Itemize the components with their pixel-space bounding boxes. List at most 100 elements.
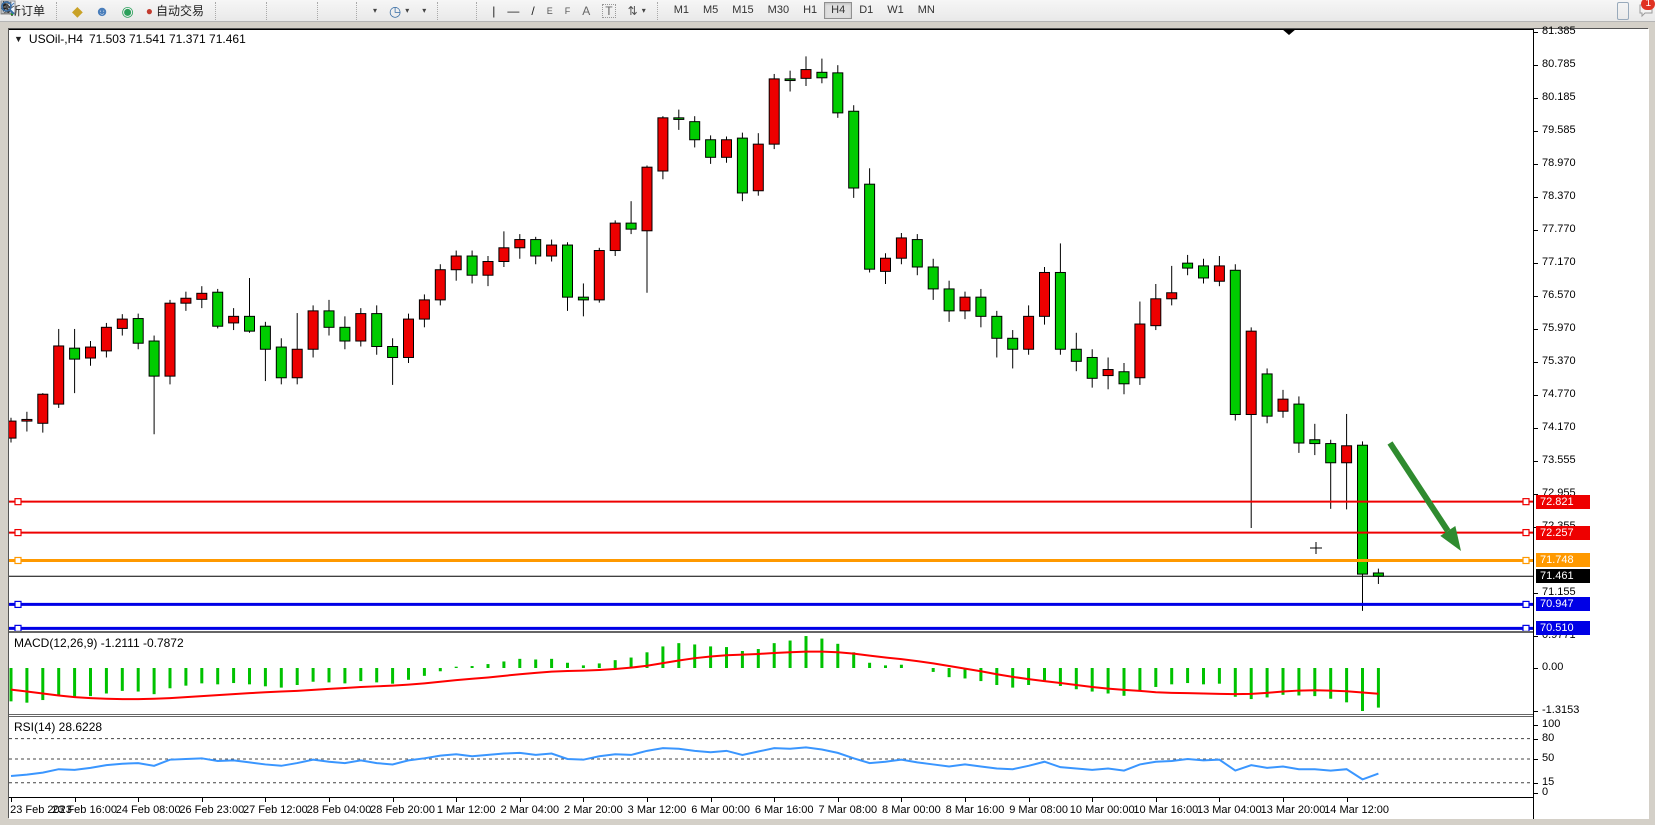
time-axis[interactable]: 23 Feb 2023 23 Feb 16:00 24 Feb 08:00 26 Fe… (9, 797, 1533, 819)
candlestick-chart[interactable] (9, 29, 1533, 631)
rsi-tick-label: 0 (1542, 786, 1549, 798)
time-tick-mark (1346, 798, 1348, 802)
price-tick-label: 75.370 (1542, 354, 1576, 367)
bar-chart-icon[interactable] (1, 2, 237, 20)
price-tick-mark (1534, 668, 1538, 669)
rsi-label: RSI(14) 28.6228 (14, 720, 103, 734)
add-indicator-icon[interactable]: ▾ (0, 1, 383, 20)
cursor-tool-icon[interactable] (3, 1, 459, 20)
zoom-in-icon[interactable] (1, 1, 288, 20)
price-tick-mark (1534, 97, 1538, 99)
autotrade-button[interactable]: ● 自动交易 (145, 3, 205, 18)
time-tick-label: 8 Mar 16:00 (945, 804, 1005, 816)
horizontal-line-tool-icon[interactable]: — (507, 3, 520, 18)
time-tick-label: 7 Mar 08:00 (818, 804, 878, 816)
text-tool-icon[interactable]: A (582, 3, 591, 18)
rsi-pane[interactable]: RSI(14) 28.6228 (9, 717, 1533, 796)
rsi-chart[interactable] (9, 717, 1533, 796)
auto-scroll-icon[interactable] (1, 2, 339, 20)
time-tick-label: 26 Feb 23:00 (179, 804, 245, 816)
fibonacci-tool-icon[interactable]: F (1, 2, 571, 16)
price-tick-mark (1534, 263, 1538, 265)
price-tick-label: 80.785 (1542, 57, 1576, 70)
time-tick-mark (1219, 798, 1221, 802)
macd-tick-label: -1.3153 (1542, 704, 1580, 716)
price-tick-mark (1534, 164, 1538, 166)
time-tick-mark (774, 798, 776, 802)
crosshair-tool-icon[interactable] (1, 1, 471, 20)
time-tick-mark (837, 798, 839, 802)
time-tick-label: 2 Mar 04:00 (500, 804, 560, 816)
dropdown-caret-icon[interactable]: ▾ (641, 6, 646, 15)
dropdown-caret-icon[interactable]: ▾ (373, 6, 378, 15)
dropdown-caret-icon[interactable]: ▾ (422, 6, 427, 15)
price-tick-mark (1534, 461, 1538, 463)
period-clock-icon[interactable]: ◷ ▾ (389, 2, 410, 19)
text-label-tool-icon[interactable]: T (596, 2, 621, 20)
time-tick-label: 10 Mar 16:00 (1133, 804, 1199, 816)
time-tick-label: 8 Mar 00:00 (882, 804, 941, 816)
timeframe-m15-button[interactable]: M15 (732, 4, 754, 16)
time-tick-mark (329, 798, 330, 802)
timeframe-mn-button[interactable]: MN (917, 4, 935, 16)
candlestick-chart-icon[interactable] (1, 1, 249, 20)
arrows-tool-icon[interactable]: ⇅ ▾ (627, 3, 646, 18)
price-tick-label: 71.155 (1542, 586, 1576, 598)
price-tick-label: 78.370 (1542, 190, 1576, 203)
new-order-button[interactable]: 新订单 (3, 2, 51, 20)
price-tick-label: 79.585 (1542, 123, 1576, 136)
price-tick-mark (1534, 230, 1538, 232)
market-watch-icon[interactable]: ◆ (72, 2, 83, 19)
pane-splitter[interactable] (9, 714, 1533, 717)
toolbar: 新订单 ◆ ☻ ◉ ● 自动交易 (0, 0, 1655, 22)
price-tick-mark (1534, 782, 1538, 784)
toolbar-separator (437, 1, 442, 20)
price-tick-label: 78.970 (1542, 157, 1576, 170)
macd-pane[interactable]: MACD(12,26,9) -1.2111 -0.7872 (9, 633, 1533, 714)
toolbar-separator (56, 1, 61, 20)
time-tick-mark (965, 798, 966, 802)
price-tick-label: 77.770 (1542, 223, 1576, 236)
price-line-badge: 70.947 (1536, 597, 1590, 612)
price-tick-mark (1534, 296, 1538, 298)
time-tick-mark (1028, 798, 1030, 802)
signal-icon[interactable]: ◉ (121, 2, 134, 19)
equidistant-channel-tool-icon[interactable]: E (0, 1, 559, 20)
timeframe-h1-button[interactable]: H1 (803, 4, 818, 16)
macd-chart[interactable] (9, 633, 1533, 714)
price-axis[interactable]: 81.385 80.785 80.185 79.585 78.970 78.370 77.7… (1533, 25, 1649, 819)
tile-windows-icon[interactable] (1, 1, 312, 20)
time-tick-mark (710, 798, 712, 802)
trendline-tool-icon[interactable]: / (531, 3, 535, 18)
profile-icon[interactable]: ☻ (94, 2, 110, 19)
time-tick-mark (265, 798, 267, 802)
toolbar-separator (356, 1, 361, 20)
template-icon[interactable]: ▾ (0, 0, 432, 20)
price-tick-mark (1534, 711, 1538, 712)
timeframe-w1-button[interactable]: W1 (887, 4, 904, 16)
timeframe-d1-button[interactable]: D1 (859, 4, 874, 16)
timeframe-m1-button[interactable]: M1 (673, 4, 689, 16)
dropdown-caret-icon[interactable]: ▾ (405, 6, 410, 15)
vertical-line-tool-icon[interactable]: | (492, 3, 496, 18)
pane-splitter[interactable] (9, 631, 1533, 633)
timeframe-m5-button[interactable]: M5 (702, 4, 719, 16)
timeframe-m30-button[interactable]: M30 (767, 4, 790, 16)
notifications-icon[interactable]: 1 (1637, 0, 1655, 20)
line-chart-icon[interactable] (0, 1, 261, 20)
timeframe-h4-button[interactable]: H4 (824, 2, 853, 19)
toolbar-separator (476, 1, 481, 20)
zoom-out-icon[interactable] (1, 1, 300, 20)
rsi-tick-label: 50 (1542, 752, 1555, 764)
collapse-triangle-icon[interactable]: ▼ (14, 34, 23, 44)
toolbar-separator (317, 1, 322, 20)
main-chart-pane[interactable]: ▼ USOil-,H4 71.503 71.541 71.371 71.461 (9, 29, 1533, 631)
search-icon[interactable] (1, 1, 1629, 20)
price-tick-mark (1534, 593, 1538, 594)
timeframe-toolbar: M1 M5 M15 M30 H1 H4 D1 W1 MN (664, 0, 945, 22)
price-tick-mark (1534, 361, 1538, 363)
time-tick-mark (201, 798, 203, 802)
price-tick-label: 76.570 (1542, 289, 1576, 302)
chart-shift-icon[interactable] (1, 2, 351, 20)
price-tick-mark (1534, 427, 1538, 429)
